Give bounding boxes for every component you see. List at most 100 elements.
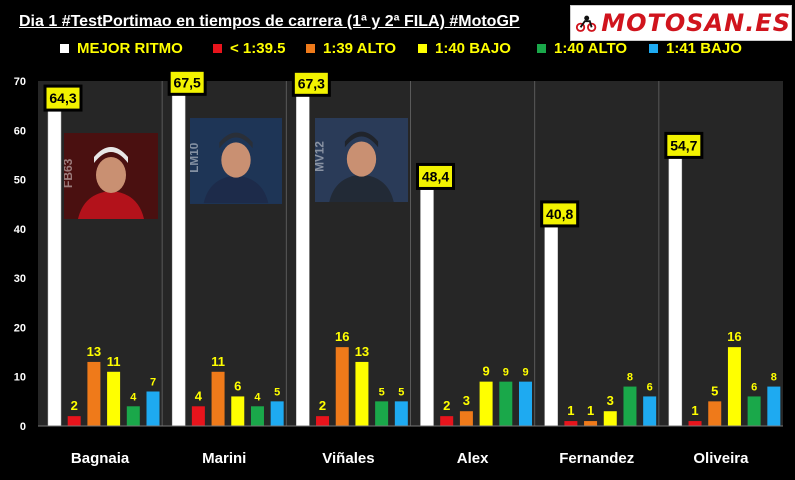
- bar: [747, 396, 761, 426]
- bar: [688, 421, 702, 426]
- bar: [544, 224, 558, 427]
- bar-data-label: 11: [211, 354, 225, 369]
- legend-item: < 1:39.5: [213, 40, 285, 57]
- bar-data-label: 5: [711, 383, 718, 398]
- legend-item: MEJOR RITMO: [60, 40, 183, 57]
- bar: [191, 406, 205, 426]
- chart-legend: MEJOR RITMO < 1:39.5 1:39 ALTO 1:40 BAJO 1:4…: [0, 40, 795, 66]
- legend-item: 1:40 ALTO: [537, 40, 627, 57]
- x-category-label: Bagnaia: [71, 450, 130, 467]
- bar: [146, 391, 160, 426]
- bar-data-label: 8: [627, 372, 633, 384]
- best-pace-label-box: [416, 162, 455, 190]
- bar-data-label: 7: [150, 377, 156, 389]
- best-pace-label-box: [540, 200, 580, 228]
- rider-photo: MV12: [315, 118, 408, 202]
- bar-data-label: 2: [71, 398, 78, 413]
- svg-text:MV12: MV12: [315, 141, 326, 172]
- y-tick-label: 10: [14, 372, 26, 384]
- bar: [211, 371, 225, 426]
- bar-data-label: 9: [522, 367, 528, 379]
- bar-data-label: 13: [87, 344, 101, 359]
- bar-data-label: 16: [335, 329, 349, 344]
- bar: [231, 396, 245, 426]
- y-tick-label: 60: [14, 125, 26, 137]
- best-pace-data-label: 67,3: [298, 75, 325, 91]
- bar: [459, 411, 473, 426]
- bar: [708, 401, 722, 426]
- rider-photo: LM10: [190, 118, 282, 204]
- bar-data-label: 8: [771, 372, 777, 384]
- bar: [47, 108, 62, 427]
- best-pace-label-box: [291, 69, 331, 97]
- legend-item: 1:39 ALTO: [306, 40, 396, 57]
- bar-data-label: 4: [195, 388, 203, 403]
- motorcycle-rider-icon: [575, 15, 597, 32]
- svg-text:FB63: FB63: [64, 158, 75, 188]
- bar-data-label: 5: [379, 386, 385, 398]
- bar-data-label: 9: [482, 364, 489, 379]
- bar: [107, 371, 121, 426]
- bar: [420, 187, 434, 427]
- x-category-label: Viñales: [322, 450, 374, 467]
- bar-data-label: 6: [234, 378, 241, 393]
- bar-data-label: 4: [254, 391, 261, 403]
- y-tick-label: 40: [14, 224, 26, 236]
- bar: [440, 416, 454, 426]
- bar: [623, 386, 637, 426]
- bar: [126, 406, 140, 426]
- x-category-label: Fernandez: [559, 450, 634, 467]
- bar: [67, 416, 81, 426]
- bar: [603, 411, 617, 426]
- bar-data-label: 3: [607, 393, 614, 408]
- bar-data-label: 9: [503, 367, 509, 379]
- best-pace-data-label: 64,3: [49, 90, 76, 106]
- best-pace-label-box: [43, 84, 83, 112]
- bar-data-label: 3: [463, 393, 470, 408]
- best-pace-data-label: 40,8: [546, 206, 573, 222]
- x-category-label: Marini: [202, 450, 246, 467]
- bar: [727, 347, 741, 426]
- legend-swatch: [649, 44, 658, 53]
- y-tick-label: 50: [14, 175, 26, 187]
- bar-data-label: 2: [319, 398, 326, 413]
- bar-data-label: 1: [587, 403, 594, 418]
- best-pace-data-label: 48,4: [422, 168, 449, 184]
- y-tick-label: 0: [20, 421, 26, 433]
- legend-swatch: [537, 44, 546, 53]
- bar-data-label: 5: [274, 386, 280, 398]
- legend-swatch: [213, 44, 222, 53]
- bar-data-label: 2: [443, 398, 450, 413]
- y-tick-label: 20: [14, 322, 26, 334]
- svg-text:LM10: LM10: [190, 142, 201, 172]
- bar: [335, 347, 349, 426]
- y-tick-label: 70: [14, 76, 26, 88]
- legend-label: 1:41 BAJO: [666, 40, 742, 57]
- x-category-label: Oliveira: [693, 450, 749, 467]
- legend-label: 1:40 ALTO: [554, 40, 628, 57]
- logo-text: MOTOSAN.ES: [601, 9, 791, 37]
- bar: [668, 156, 683, 427]
- bar: [355, 361, 369, 426]
- page-title: Dia 1 #TestPortimao en tiempos de carrer…: [19, 13, 520, 30]
- bar-data-label: 1: [691, 403, 698, 418]
- bar: [584, 421, 598, 426]
- best-pace-data-label: 67,5: [174, 74, 201, 90]
- x-category-label: Alex: [457, 450, 489, 467]
- bar: [519, 381, 532, 426]
- bar-data-label: 16: [727, 329, 741, 344]
- bar-data-label: 6: [751, 381, 757, 393]
- legend-label: 1:39 ALTO: [323, 40, 397, 57]
- bar-data-label: 4: [130, 391, 137, 403]
- best-pace-label-box: [167, 68, 207, 96]
- legend-swatch: [418, 44, 427, 53]
- legend-swatch: [60, 44, 69, 53]
- legend-item: 1:40 BAJO: [418, 40, 511, 57]
- bar: [375, 401, 389, 426]
- bar: [250, 406, 264, 426]
- legend-label: MEJOR RITMO: [77, 40, 183, 57]
- motosan-logo: MOTOSAN.ES: [570, 5, 792, 41]
- bar-data-label: 6: [647, 381, 653, 393]
- legend-label: 1:40 BAJO: [435, 40, 511, 57]
